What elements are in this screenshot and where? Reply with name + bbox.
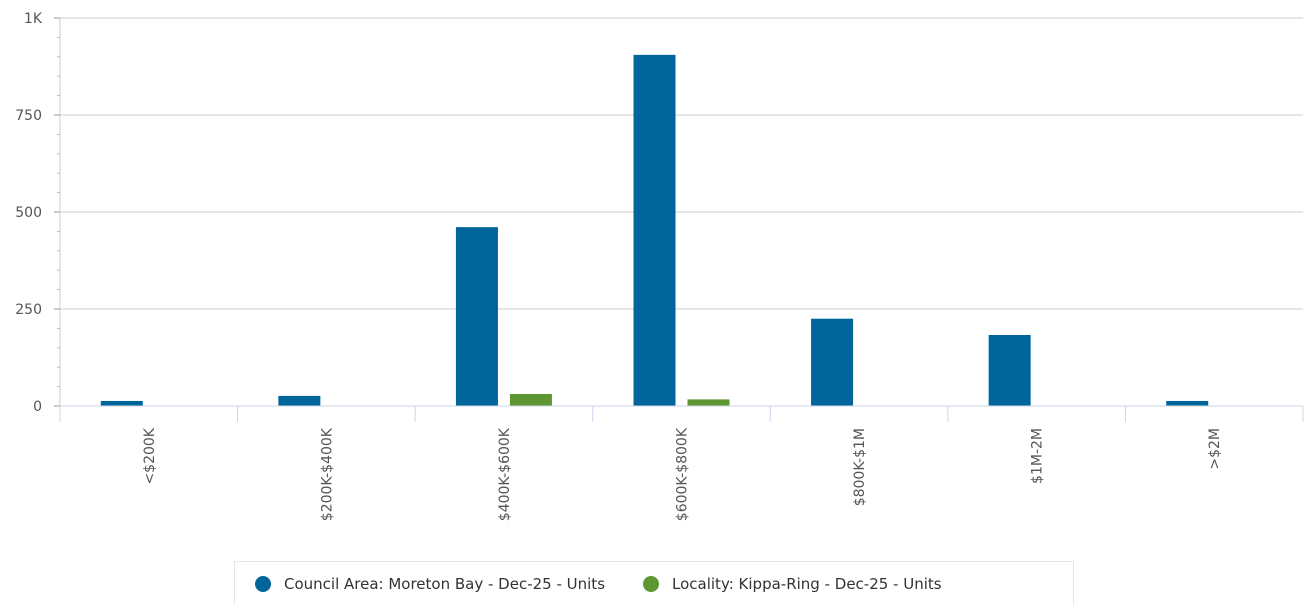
y-tick-label: 500 — [15, 205, 42, 221]
x-tick-label: $800K-$1M — [852, 428, 868, 506]
x-tick-label: >$2M — [1207, 428, 1223, 470]
bars — [100, 54, 1209, 407]
bar-council-area[interactable] — [811, 318, 854, 406]
bar-locality[interactable] — [687, 399, 730, 406]
bar-locality[interactable] — [509, 393, 552, 406]
legend-label-council-area: Council Area: Moreton Bay - Dec-25 - Uni… — [284, 574, 606, 593]
bar-council-area[interactable] — [278, 395, 321, 406]
legend-marker-council-area — [255, 575, 271, 592]
bar-council-area[interactable] — [988, 334, 1031, 406]
legend-item-council-area[interactable]: Council Area: Moreton Bay - Dec-25 - Uni… — [255, 575, 605, 593]
x-tick-label: $400K-$600K — [497, 427, 513, 521]
legend: Council Area: Moreton Bay - Dec-25 - Uni… — [234, 561, 1074, 605]
x-tick-label: $600K-$800K — [675, 427, 691, 521]
legend-label-locality: Locality: Kippa-Ring - Dec-25 - Units — [672, 574, 942, 593]
gridlines — [60, 17, 1303, 407]
bar-council-area[interactable] — [1166, 400, 1209, 406]
y-tick-label: 250 — [15, 302, 42, 318]
bar-council-area[interactable] — [100, 400, 143, 406]
legend-marker-locality — [643, 575, 660, 592]
x-tick-label: $1M-2M — [1030, 428, 1046, 484]
y-tick-label: 750 — [15, 108, 42, 124]
x-axis: <$200K $200K-$400K $400K-$600K $600K-$800K $… — [59, 405, 1304, 521]
bar-council-area[interactable] — [455, 227, 498, 406]
bar-chart: 0 250 500 750 1K <$200K $200K-$400K $400K-$600… — [15, 11, 1304, 521]
y-tick-label: 0 — [33, 399, 42, 415]
x-tick-label: <$200K — [142, 427, 158, 484]
y-axis: 0 250 500 750 1K — [15, 11, 61, 415]
legend-item-locality[interactable]: Locality: Kippa-Ring - Dec-25 - Units — [643, 575, 942, 593]
bar-council-area[interactable] — [633, 54, 676, 407]
y-tick-label: 1K — [24, 11, 43, 27]
x-tick-label: $200K-$400K — [319, 427, 335, 521]
